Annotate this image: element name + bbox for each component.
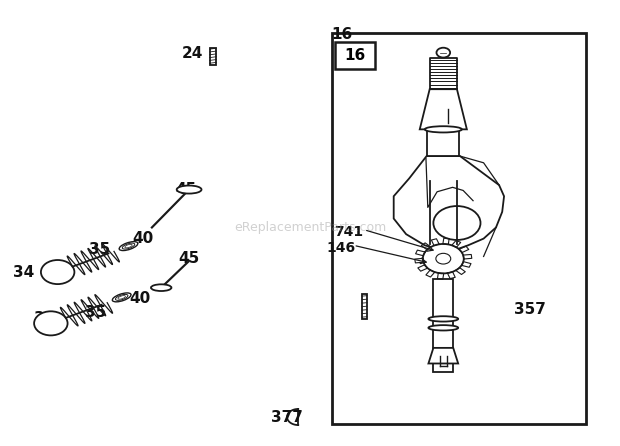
Text: 357: 357 <box>514 302 546 318</box>
Circle shape <box>34 311 68 335</box>
Bar <box>362 294 367 319</box>
Ellipse shape <box>151 285 171 291</box>
Text: 40: 40 <box>132 231 153 246</box>
Polygon shape <box>420 89 467 129</box>
Ellipse shape <box>428 316 458 322</box>
Polygon shape <box>394 156 504 250</box>
Text: 34: 34 <box>13 264 34 280</box>
Text: 40: 40 <box>129 291 150 306</box>
Text: 741: 741 <box>334 225 363 239</box>
Ellipse shape <box>115 294 128 300</box>
Ellipse shape <box>119 242 138 251</box>
Text: 45: 45 <box>179 251 200 266</box>
Ellipse shape <box>425 126 462 132</box>
Text: 16: 16 <box>344 48 365 63</box>
Text: 35: 35 <box>86 305 107 320</box>
Text: 35: 35 <box>89 242 110 257</box>
Bar <box>210 48 216 65</box>
Text: 45: 45 <box>175 182 197 197</box>
Ellipse shape <box>118 296 125 299</box>
Ellipse shape <box>125 244 132 248</box>
Circle shape <box>433 206 481 240</box>
Circle shape <box>436 48 450 58</box>
Ellipse shape <box>112 293 131 302</box>
Bar <box>427 129 459 156</box>
Circle shape <box>41 260 74 284</box>
Ellipse shape <box>177 186 202 194</box>
Bar <box>332 33 586 424</box>
Bar <box>335 42 375 69</box>
Circle shape <box>436 253 451 264</box>
Text: 33: 33 <box>34 311 55 326</box>
Text: 24: 24 <box>182 46 203 61</box>
Ellipse shape <box>122 243 135 249</box>
Circle shape <box>423 244 464 273</box>
Text: 146: 146 <box>327 240 355 255</box>
Text: eReplacementParts.com: eReplacementParts.com <box>234 221 386 234</box>
Polygon shape <box>428 348 458 363</box>
Text: 377: 377 <box>270 409 303 425</box>
Text: 16: 16 <box>331 27 352 42</box>
Ellipse shape <box>428 325 458 330</box>
Bar <box>433 279 453 372</box>
